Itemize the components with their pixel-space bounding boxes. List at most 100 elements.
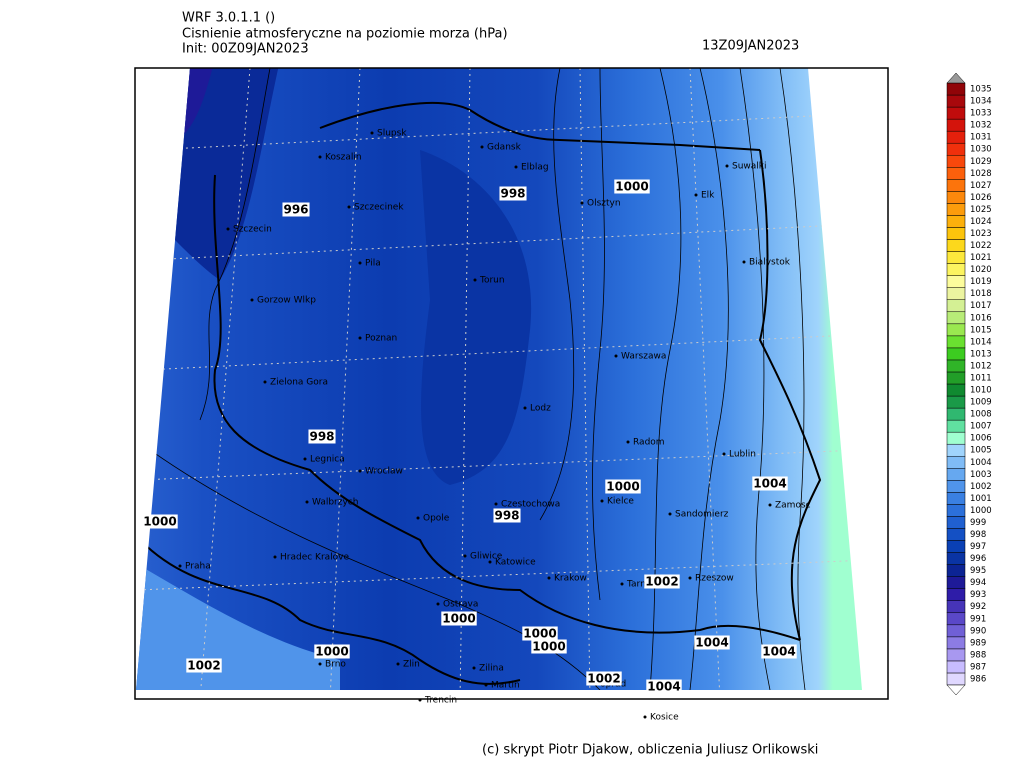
colorbar-label: 989 xyxy=(970,638,986,648)
contour-label-box xyxy=(441,611,477,626)
city-label: Sandomierz xyxy=(675,510,729,520)
colorbar-label: 1023 xyxy=(970,229,992,239)
header: WRF 3.0.1.1 () Cisnienie atmosferyczne n… xyxy=(182,11,799,57)
city-marker xyxy=(318,155,322,159)
contour-label: 998 xyxy=(494,509,519,523)
low-center xyxy=(420,150,532,485)
colorbar-label: 1009 xyxy=(970,398,992,408)
colorbar-swatch xyxy=(946,323,966,337)
city-label: Bialystok xyxy=(749,258,791,268)
contour-label-box xyxy=(522,626,558,641)
contour-label: 1000 xyxy=(442,612,475,626)
model: WRF 3.0.1.1 () xyxy=(182,11,275,26)
colorbar-label: 1015 xyxy=(970,325,992,335)
contour-label-box xyxy=(614,179,650,194)
map-field xyxy=(136,68,862,690)
contour-label: 1004 xyxy=(647,680,680,694)
high-area xyxy=(136,560,340,690)
city-label: Poznan xyxy=(365,334,397,344)
city-label: Pila xyxy=(365,259,381,269)
colorbar-label: 994 xyxy=(970,578,986,588)
city-label: Hradec Kralove xyxy=(280,553,349,563)
colorbar-swatch xyxy=(946,359,966,373)
colorbar-label: 990 xyxy=(970,626,986,636)
colorbar-swatch xyxy=(946,142,966,156)
city-marker xyxy=(643,715,647,719)
city-label: Szczecinek xyxy=(354,203,404,213)
city-label: Radom xyxy=(633,438,665,448)
contour-label: 1000 xyxy=(143,515,176,529)
colorbar-swatch xyxy=(946,311,966,325)
colorbar-swatch xyxy=(946,660,966,674)
colorbar-swatch xyxy=(946,588,966,601)
init: Init: 00Z09JAN2023 xyxy=(182,42,309,57)
colorbar-label: 1002 xyxy=(970,482,992,492)
city-label: Slupsk xyxy=(377,129,407,139)
colorbar-label: 1027 xyxy=(970,181,992,191)
contour-label: 1000 xyxy=(315,645,348,659)
city-marker xyxy=(358,469,362,473)
city-label: Lodz xyxy=(530,404,551,414)
colorbar-label: 1020 xyxy=(970,265,992,275)
borders xyxy=(139,101,822,685)
colorbar-swatch xyxy=(946,480,966,493)
colorbar-label: 1003 xyxy=(970,470,992,480)
colorbar-swatch xyxy=(946,82,966,96)
city-marker xyxy=(523,406,527,410)
colorbar-swatch xyxy=(946,455,966,469)
city-label: Zlin xyxy=(403,660,420,670)
city-label: Tarnow xyxy=(626,580,659,590)
colorbar-swatch xyxy=(946,239,966,252)
colorbar-label: 1011 xyxy=(970,373,992,383)
colorbar-swatch xyxy=(946,106,966,120)
city-marker xyxy=(626,440,630,444)
city-marker xyxy=(472,666,476,670)
city-marker xyxy=(614,354,618,358)
colorbar-swatch xyxy=(946,516,966,529)
city-marker xyxy=(742,260,746,264)
colorbar-label: 1026 xyxy=(970,193,992,203)
city-label: Zamosc xyxy=(775,501,811,511)
city-label: Martin xyxy=(491,681,520,691)
contour-label: 1002 xyxy=(587,672,620,686)
colorbar-label: 1006 xyxy=(970,434,992,444)
colorbar-swatch xyxy=(946,564,966,577)
contour-label-box xyxy=(646,679,682,694)
colorbar-label: 1016 xyxy=(970,313,992,323)
colorbar-swatch xyxy=(946,624,966,638)
city-marker xyxy=(250,298,254,302)
colorbar-swatch xyxy=(946,504,966,517)
city-marker xyxy=(358,336,362,340)
contour-label: 1004 xyxy=(753,477,786,491)
contour-label: 998 xyxy=(309,430,334,444)
contour-label: 1002 xyxy=(187,659,220,673)
colorbar-label: 991 xyxy=(970,614,986,624)
colorbar-swatch xyxy=(946,419,966,433)
colorbar-label: 1010 xyxy=(970,386,992,396)
colorbar-swatch xyxy=(946,287,966,300)
city-marker xyxy=(358,261,362,265)
contour-label-box xyxy=(605,479,641,494)
contour-label: 1000 xyxy=(532,640,565,654)
city-label: Trencin xyxy=(424,696,457,706)
city-marker xyxy=(768,503,772,507)
colorbar-swatch xyxy=(946,335,966,349)
colorbar-label: 1035 xyxy=(970,85,992,95)
city-marker xyxy=(416,516,420,520)
colorbar-label: 1022 xyxy=(970,241,992,251)
colorbar-label: 986 xyxy=(970,674,986,684)
colorbar-label: 1025 xyxy=(970,205,992,215)
credits: (c) skrypt Piotr Djakow, obliczenia Juli… xyxy=(482,743,818,758)
contour-label-box xyxy=(493,508,521,523)
field: Cisnienie atmosferyczne na poziomie morz… xyxy=(182,27,508,42)
city-label: Elk xyxy=(701,191,715,201)
colorbar-swatch xyxy=(946,431,966,445)
city-marker xyxy=(547,576,551,580)
city-label: Zielona Gora xyxy=(270,378,328,388)
colorbar-swatch xyxy=(946,492,966,505)
colorbar-label: 1024 xyxy=(970,217,992,227)
colorbar-label: 997 xyxy=(970,542,986,552)
colorbar-swatch xyxy=(946,251,966,264)
colorbar-swatch xyxy=(946,179,966,192)
colorbar-swatch xyxy=(946,407,966,421)
